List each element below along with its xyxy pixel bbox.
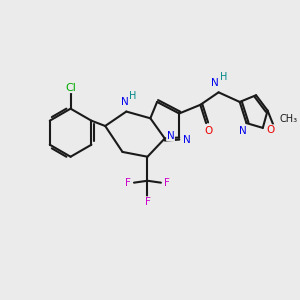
Text: F: F bbox=[145, 197, 150, 207]
Text: O: O bbox=[204, 126, 212, 136]
Text: CH₃: CH₃ bbox=[279, 114, 297, 124]
Text: N: N bbox=[239, 126, 247, 136]
Text: F: F bbox=[125, 178, 131, 188]
Text: N: N bbox=[122, 97, 129, 107]
Text: N: N bbox=[211, 78, 219, 88]
Text: N: N bbox=[183, 135, 191, 146]
Text: H: H bbox=[220, 72, 227, 82]
Text: O: O bbox=[266, 125, 274, 135]
Text: H: H bbox=[129, 91, 137, 101]
Text: Cl: Cl bbox=[65, 82, 76, 92]
Text: N: N bbox=[167, 130, 174, 141]
Text: F: F bbox=[164, 178, 169, 188]
